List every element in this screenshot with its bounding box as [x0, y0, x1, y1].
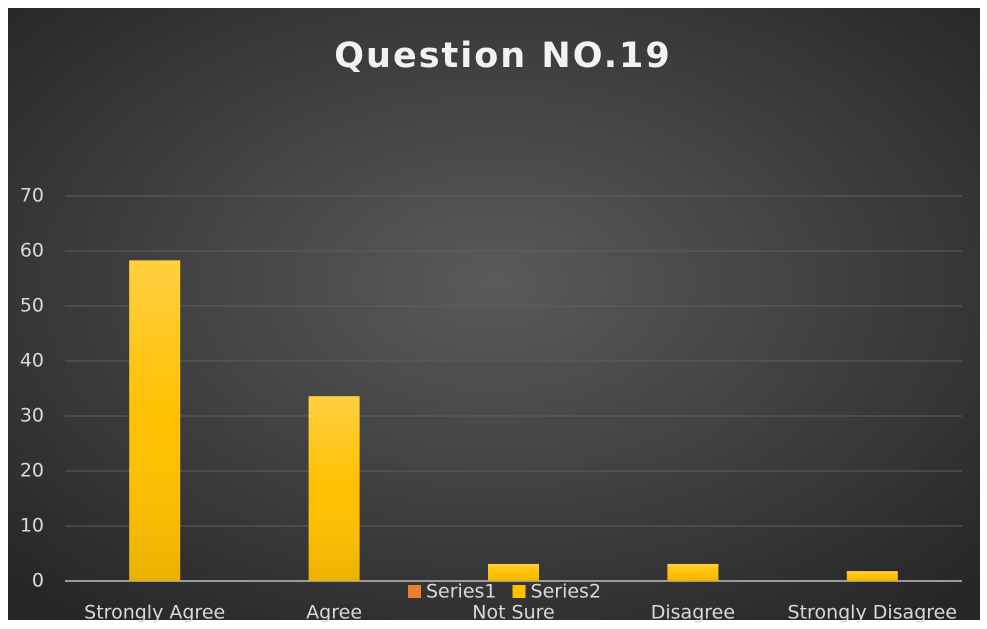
y-tick-label: 40	[20, 350, 44, 372]
bar-shade	[846, 571, 898, 581]
x-tick-label: Disagree	[651, 602, 735, 624]
legend-swatch	[512, 585, 526, 598]
y-tick-label: 50	[20, 295, 44, 317]
y-tick-label: 10	[20, 515, 44, 537]
y-tick-label: 20	[20, 460, 44, 482]
y-tick-label: 0	[32, 570, 44, 592]
bar-shade	[308, 396, 360, 581]
legend-label: Series2	[531, 581, 602, 603]
chart-title: Question NO.19	[334, 36, 671, 76]
y-tick-label: 60	[20, 240, 44, 262]
bar-shade	[129, 260, 181, 581]
x-tick-label: Not Sure	[472, 602, 555, 624]
bar-shade	[488, 563, 539, 581]
x-tick-label: Strongly Agree	[84, 602, 225, 624]
legend-label: Series1	[426, 581, 497, 603]
y-tick-label: 70	[20, 185, 44, 207]
x-tick-label: Strongly Disagree	[788, 602, 957, 624]
legend-swatch	[408, 585, 421, 598]
x-tick-label: Agree	[306, 602, 362, 624]
bar-shade	[667, 563, 719, 581]
y-tick-label: 30	[20, 405, 44, 427]
